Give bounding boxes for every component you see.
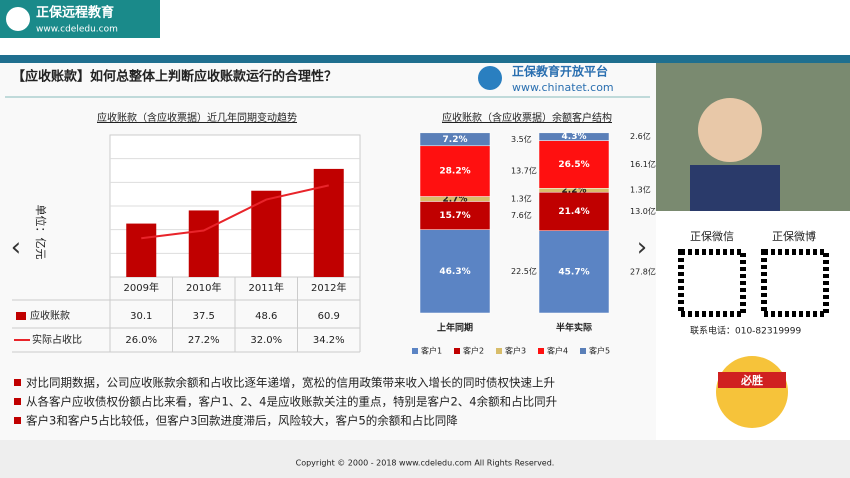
- stack-segment: [538, 191, 610, 231]
- amount-label: 1.3亿: [630, 185, 651, 195]
- legend-swatch: [496, 348, 502, 354]
- weibo-qr[interactable]: [761, 249, 829, 317]
- legend-label: 客户1: [421, 346, 442, 356]
- bullet-mark: [14, 379, 21, 386]
- x-tick-label: 上年同期: [437, 322, 473, 334]
- bar: [188, 210, 219, 277]
- amount-label: 1.3亿: [511, 193, 532, 203]
- y-axis-label: 单位：亿元: [34, 205, 48, 260]
- x-tick-label: 2009年: [124, 281, 159, 294]
- legend-swatch: [16, 312, 26, 320]
- legend-label: 应收账款: [30, 309, 70, 322]
- brand-url: www.chinatet.com: [512, 81, 614, 94]
- line: [141, 184, 329, 240]
- next-arrow[interactable]: ›: [637, 233, 647, 263]
- legend-swatch: [580, 348, 586, 354]
- segment-label: 21.4%: [558, 207, 589, 217]
- brand: 正保教育开放平台: [512, 64, 608, 79]
- copyright: Copyright © 2000 - 2018 www.cdeledu.com …: [296, 459, 555, 468]
- table-value: 37.5: [193, 311, 215, 322]
- bullet-mark: [14, 398, 21, 405]
- stack-segment: [538, 132, 610, 141]
- table-value: 32.0%: [250, 335, 282, 346]
- right-chart-title: 应收账款（含应收票据）余额客户结构: [442, 111, 612, 124]
- table-value: 60.9: [318, 311, 340, 322]
- segment-label: 15.7%: [439, 211, 470, 221]
- segment-label: 28.2%: [439, 167, 470, 177]
- slide-title: 【应收账款】如何总整体上判断应收账款运行的合理性？: [12, 69, 337, 85]
- bar: [313, 168, 344, 277]
- table-value: 48.6: [255, 311, 277, 322]
- x-tick-label: 2012年: [311, 281, 346, 294]
- bullet-mark: [14, 417, 21, 424]
- amount-label: 2.6亿: [630, 131, 651, 141]
- phone: 联系电话：010-82319999: [690, 325, 802, 337]
- bar: [126, 223, 157, 277]
- mascot-band: [718, 372, 786, 388]
- amount-label: 22.5亿: [511, 266, 537, 276]
- logo-title: 正保远程教育: [36, 5, 114, 21]
- legend-swatch: [412, 348, 418, 354]
- prev-arrow[interactable]: ‹: [11, 233, 21, 263]
- stack-segment: [419, 132, 491, 147]
- stack-segment: [419, 201, 491, 230]
- bullet-text: 从各客户应收债权份额占比来看，客户1、2、4是应收账款关注的重点，特别是客户2、…: [26, 395, 557, 409]
- legend-swatch: [454, 348, 460, 354]
- top-band: [0, 55, 850, 63]
- segment-label: 7.2%: [443, 135, 468, 145]
- legend-label: 客户2: [463, 346, 484, 356]
- wechat-qr[interactable]: [678, 249, 746, 317]
- stack-segment: [419, 145, 491, 197]
- bullet-text: 客户3和客户5占比较低，但客户3回款进度滞后，风险较大，客户5的余额和占比同降: [26, 414, 458, 428]
- bullet-text: 对比同期数据，公司应收账款余额和占收比逐年递增，宽松的信用政策带来收入增长的同时…: [26, 376, 555, 390]
- weibo-label: 正保微博: [772, 229, 816, 243]
- logo-icon: [6, 7, 30, 31]
- segment-label: 4.3%: [562, 132, 587, 142]
- footer: [0, 440, 850, 478]
- segment-label: 2.7%: [443, 194, 468, 204]
- table-value: 30.1: [130, 311, 152, 322]
- table-value: 34.2%: [313, 335, 345, 346]
- presenter-body: [690, 165, 780, 211]
- legend-label: 实际占收比: [32, 333, 82, 346]
- segment-label: 2.2%: [562, 186, 587, 196]
- presenter-face: [698, 98, 762, 162]
- legend-label: 客户5: [589, 346, 610, 356]
- segment-label: 45.7%: [558, 267, 589, 277]
- legend-swatch: [538, 348, 544, 354]
- amount-label: 7.6亿: [511, 210, 532, 220]
- x-tick-label: 2010年: [186, 281, 221, 294]
- amount-label: 27.8亿: [630, 266, 656, 276]
- left-chart-title: 应收账款（含应收票据）近几年同期变动趋势: [97, 111, 297, 124]
- wechat-label: 正保微信: [690, 229, 734, 243]
- legend-label: 客户4: [547, 346, 568, 356]
- amount-label: 3.5亿: [511, 134, 532, 144]
- x-tick-label: 2011年: [249, 281, 284, 294]
- table-value: 27.2%: [188, 335, 220, 346]
- mascot: [716, 356, 788, 428]
- amount-label: 13.7亿: [511, 166, 537, 176]
- legend-label: 客户3: [505, 346, 526, 356]
- amount-label: 13.0亿: [630, 206, 656, 216]
- x-tick-label: 半年实际: [556, 322, 592, 334]
- stack-segment: [538, 230, 610, 314]
- logo-url: www.cdeledu.com: [36, 25, 118, 35]
- mascot-text: 必胜: [740, 373, 763, 387]
- amount-label: 16.1亿: [630, 159, 656, 169]
- brand-icon: [478, 66, 502, 90]
- segment-label: 26.5%: [558, 160, 589, 170]
- segment-label: 46.3%: [439, 267, 470, 277]
- table-value: 26.0%: [125, 335, 157, 346]
- stack-segment: [538, 140, 610, 189]
